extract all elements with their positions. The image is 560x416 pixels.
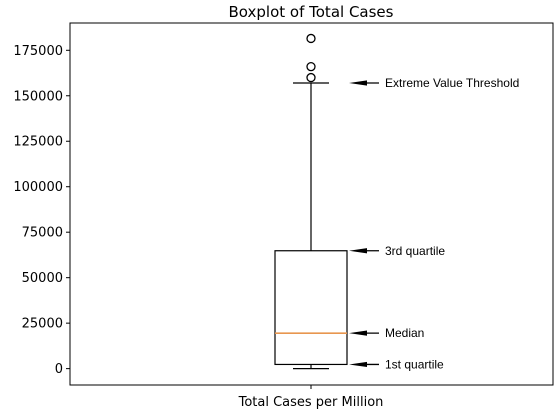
annotation-arrow-head	[349, 80, 367, 86]
y-tick-label: 175000	[13, 44, 63, 59]
interquartile-box	[274, 250, 348, 366]
y-tick-label: 100000	[13, 180, 63, 195]
y-tick-label: 150000	[13, 89, 63, 104]
annotation-arrow-head	[349, 330, 367, 336]
chart-title: Boxplot of Total Cases	[229, 3, 394, 21]
x-category-label: Total Cases per Million	[238, 395, 384, 410]
annotation-label: 3rd quartile	[385, 244, 445, 258]
annotations: Extreme Value Threshold 3rd quartile Media…	[349, 76, 519, 371]
outlier-point	[306, 62, 316, 72]
y-tick-label: 125000	[13, 135, 63, 150]
annotation-arrow-head	[349, 248, 367, 254]
box-marks	[274, 33, 348, 370]
annotation-label: Median	[385, 326, 424, 340]
annotation-arrow-head	[349, 361, 367, 368]
x-axis: Total Cases per Million	[238, 385, 384, 410]
y-tick-label: 50000	[22, 271, 63, 286]
annotation-label: 1st quartile	[385, 357, 444, 371]
y-tick-label: 0	[55, 362, 63, 377]
y-axis: 0 25000 50000 75000 100000 125000 150000 175000	[13, 44, 70, 377]
outlier-point	[306, 33, 316, 44]
y-tick-label: 25000	[22, 317, 63, 332]
annotation-label: Extreme Value Threshold	[385, 76, 519, 90]
outlier-point	[306, 72, 316, 83]
y-tick-label: 75000	[22, 226, 63, 241]
